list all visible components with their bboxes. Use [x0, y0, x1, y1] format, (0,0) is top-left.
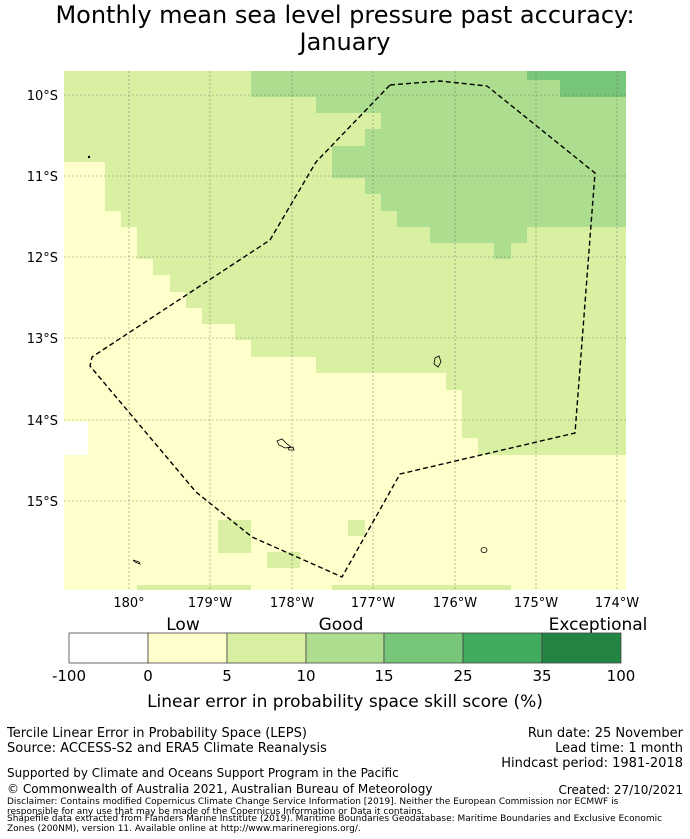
- category-low: Low: [166, 615, 200, 635]
- eez-boundary: [89, 80, 596, 578]
- island: [132, 559, 141, 565]
- lead-time: Lead time: 1 month: [555, 741, 683, 756]
- colorbar-tick: 0: [143, 667, 153, 685]
- island: [480, 547, 488, 553]
- colorbar-bin: [147, 632, 228, 664]
- colorbar-label: Linear error in probability space skill …: [147, 692, 543, 712]
- lon-label: 180°: [113, 596, 144, 611]
- colorbar-bin: [226, 632, 307, 664]
- colorbar-bin: [68, 632, 149, 664]
- lon-label: 174°W: [595, 596, 639, 611]
- disclaimer-line-3: Shapefile data extracted from Flanders M…: [7, 814, 663, 824]
- colorbar-bin: [541, 632, 622, 664]
- gridlines: [64, 71, 626, 590]
- skill-region-better: [251, 71, 626, 259]
- island: [287, 446, 295, 451]
- colorbar-tick: 15: [374, 667, 393, 685]
- disclaimer-line-2: responsible for any use that may be made…: [7, 807, 425, 817]
- title-line-2: January: [299, 28, 391, 56]
- island: [87, 155, 91, 159]
- title-line-1: Monthly mean sea level pressure past acc…: [55, 1, 635, 29]
- lat-label: 10°S: [27, 89, 58, 104]
- copyright-text: © Commonwealth of Australia 2021, Austra…: [7, 782, 433, 796]
- skill-region-high: [527, 71, 626, 97]
- colorbar: [68, 632, 622, 664]
- colorbar-tick: 35: [532, 667, 551, 685]
- source-text: Source: ACCESS-S2 and ERA5 Climate Reana…: [7, 741, 327, 756]
- colorbar-tick: 25: [453, 667, 472, 685]
- category-good: Good: [319, 615, 364, 635]
- colorbar-bin: [462, 632, 543, 664]
- skill-patch: [332, 585, 511, 590]
- lat-label: 15°S: [27, 495, 58, 510]
- run-date: Run date: 25 November: [527, 726, 683, 741]
- skill-patch: [348, 520, 365, 536]
- lat-label: 11°S: [27, 170, 58, 185]
- island: [433, 355, 442, 368]
- colorbar-tick: -100: [52, 667, 86, 685]
- skill-patch: [137, 585, 251, 590]
- colorbar-tick: 100: [607, 667, 636, 685]
- created-date: Created: 27/10/2021: [558, 783, 683, 797]
- lat-label: 13°S: [27, 332, 58, 347]
- islands: [87, 155, 488, 565]
- hindcast-period: Hindcast period: 1981-2018: [501, 756, 683, 771]
- lat-label: 14°S: [27, 414, 58, 429]
- skill-patch: [267, 552, 300, 568]
- method-text: Tercile Linear Error in Probability Spac…: [7, 726, 307, 741]
- skill-patch: [218, 520, 251, 553]
- colorbar-tick: 5: [222, 667, 232, 685]
- support-text: Supported by Climate and Oceans Support …: [7, 766, 399, 780]
- colorbar-bin: [305, 632, 385, 664]
- disclaimer-line-1: Disclaimer: Contains modified Copernicus…: [7, 797, 619, 807]
- disclaimer-line-4: Zones (200NM), version 11. Available onl…: [7, 824, 361, 834]
- lat-label: 12°S: [27, 251, 58, 266]
- colorbar-tick: 10: [296, 667, 315, 685]
- chart-title: Monthly mean sea level pressure past acc…: [0, 2, 690, 56]
- lon-label: 176°W: [433, 596, 477, 611]
- skill-patch-none: [64, 422, 88, 455]
- map-panel: 10°S 11°S 12°S 13°S 14°S 15°S 180° 179°W…: [27, 71, 648, 685]
- category-exceptional: Exceptional: [549, 615, 648, 635]
- lon-label: 179°W: [188, 596, 232, 611]
- lon-label: 175°W: [514, 596, 558, 611]
- lon-label: 177°W: [351, 596, 395, 611]
- lon-label: 178°W: [270, 596, 314, 611]
- colorbar-bin: [383, 632, 464, 664]
